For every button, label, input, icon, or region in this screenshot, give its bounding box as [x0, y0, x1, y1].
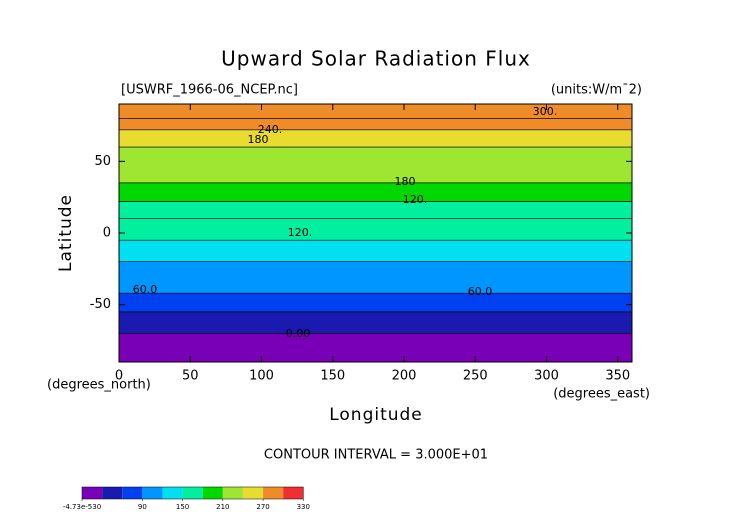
contour-interval: CONTOUR INTERVAL = 3.000E+01 [264, 448, 488, 463]
x-tick-label: 250 [463, 369, 488, 384]
contour-label: 300. [533, 105, 558, 118]
chart-title: Upward Solar Radiation Flux [221, 47, 531, 71]
y-axis-label: Latitude [56, 194, 76, 272]
y-unit-label: (degrees_north) [47, 378, 151, 393]
x-tick-label: 50 [182, 369, 199, 384]
x-axis-label: Longitude [329, 405, 423, 425]
x-unit-label: (degrees_east) [553, 387, 650, 402]
colorbar-swatch [182, 487, 203, 499]
source-label: [USWRF_1966-06_NCEP.nc] [121, 83, 298, 98]
contour-band [118, 239, 633, 262]
contour-label: 120. [403, 193, 428, 206]
contour-label: 60.0 [133, 283, 158, 296]
contour-band [118, 182, 633, 202]
colorbar-swatch [242, 487, 264, 499]
contour-band [118, 333, 633, 363]
colorbar-tick-label: 210 [216, 503, 229, 511]
colorbar-tick-label: 90 [138, 503, 147, 511]
colorbar-tick-label: 150 [176, 503, 189, 511]
x-tick-label: 350 [605, 369, 630, 384]
colorbar-tick-label: 330 [297, 503, 310, 511]
colorbar-frame [81, 486, 304, 500]
units-label: (units:W/m¯2) [551, 83, 642, 98]
contour-band [118, 311, 633, 334]
contour-label: 180 [395, 175, 416, 188]
x-tick-label: 300 [534, 369, 559, 384]
contour-label: 180 [248, 133, 269, 146]
colorbar-swatch [202, 487, 223, 499]
colorbar-swatch [122, 487, 143, 499]
y-tick-label: -50 [90, 297, 111, 312]
colorbar-tick-label: 270 [256, 503, 269, 511]
contour-label: 60.0 [468, 285, 493, 298]
colorbar-swatch [102, 487, 123, 499]
contour-band [118, 261, 633, 294]
contour-band [118, 292, 633, 313]
contour-band [118, 218, 633, 241]
contour-band [118, 118, 633, 131]
colorbar-tick-label: -4.73e-530 [63, 503, 101, 511]
colorbar-swatch [82, 487, 103, 499]
y-tick-label: 50 [94, 154, 111, 169]
colorbar-swatch [263, 487, 284, 499]
contour-band [118, 201, 633, 219]
colorbar-swatch [283, 487, 304, 499]
x-tick-label: 0 [115, 369, 123, 384]
contour-label: 120. [288, 226, 313, 239]
contour-label: 240. [258, 123, 283, 136]
contour-band [118, 129, 633, 148]
colorbar-swatch [162, 487, 183, 499]
y-tick-label: 0 [103, 226, 111, 241]
colorbar-swatch [142, 487, 163, 499]
x-tick-label: 150 [320, 369, 345, 384]
contour-band [118, 146, 633, 184]
contour-label: 0.00 [286, 327, 311, 340]
x-tick-label: 200 [392, 369, 417, 384]
x-tick-label: 100 [249, 369, 274, 384]
colorbar-swatch [222, 487, 243, 499]
